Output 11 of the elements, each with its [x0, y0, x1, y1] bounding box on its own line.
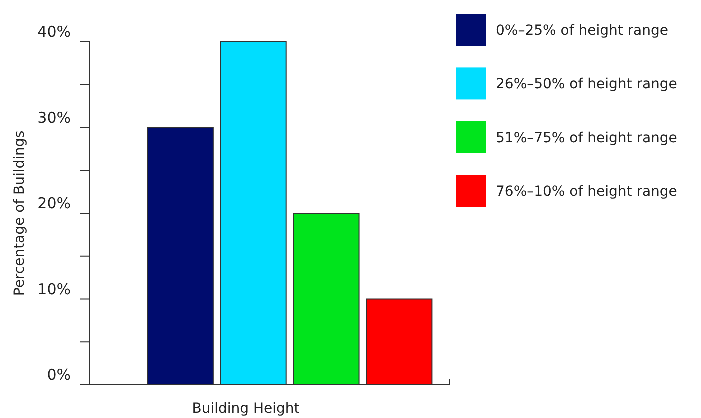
- y-tick-label: 20%: [38, 194, 71, 212]
- y-tick-label: 0%: [47, 366, 71, 384]
- y-tick-label: 30%: [38, 108, 71, 127]
- y-tick-label: 10%: [38, 280, 71, 298]
- legend-label: 76%–10% of height range: [496, 184, 678, 200]
- legend-label: 51%–75% of height range: [496, 130, 678, 146]
- y-axis-title: Percentage of Buildings: [12, 130, 28, 296]
- x-axis-title: Building Height: [192, 401, 300, 417]
- legend-label: 0%–25% of height range: [496, 22, 669, 39]
- legend-label: 26%–50% of height range: [496, 76, 678, 93]
- y-tick-label: 40%: [38, 23, 71, 41]
